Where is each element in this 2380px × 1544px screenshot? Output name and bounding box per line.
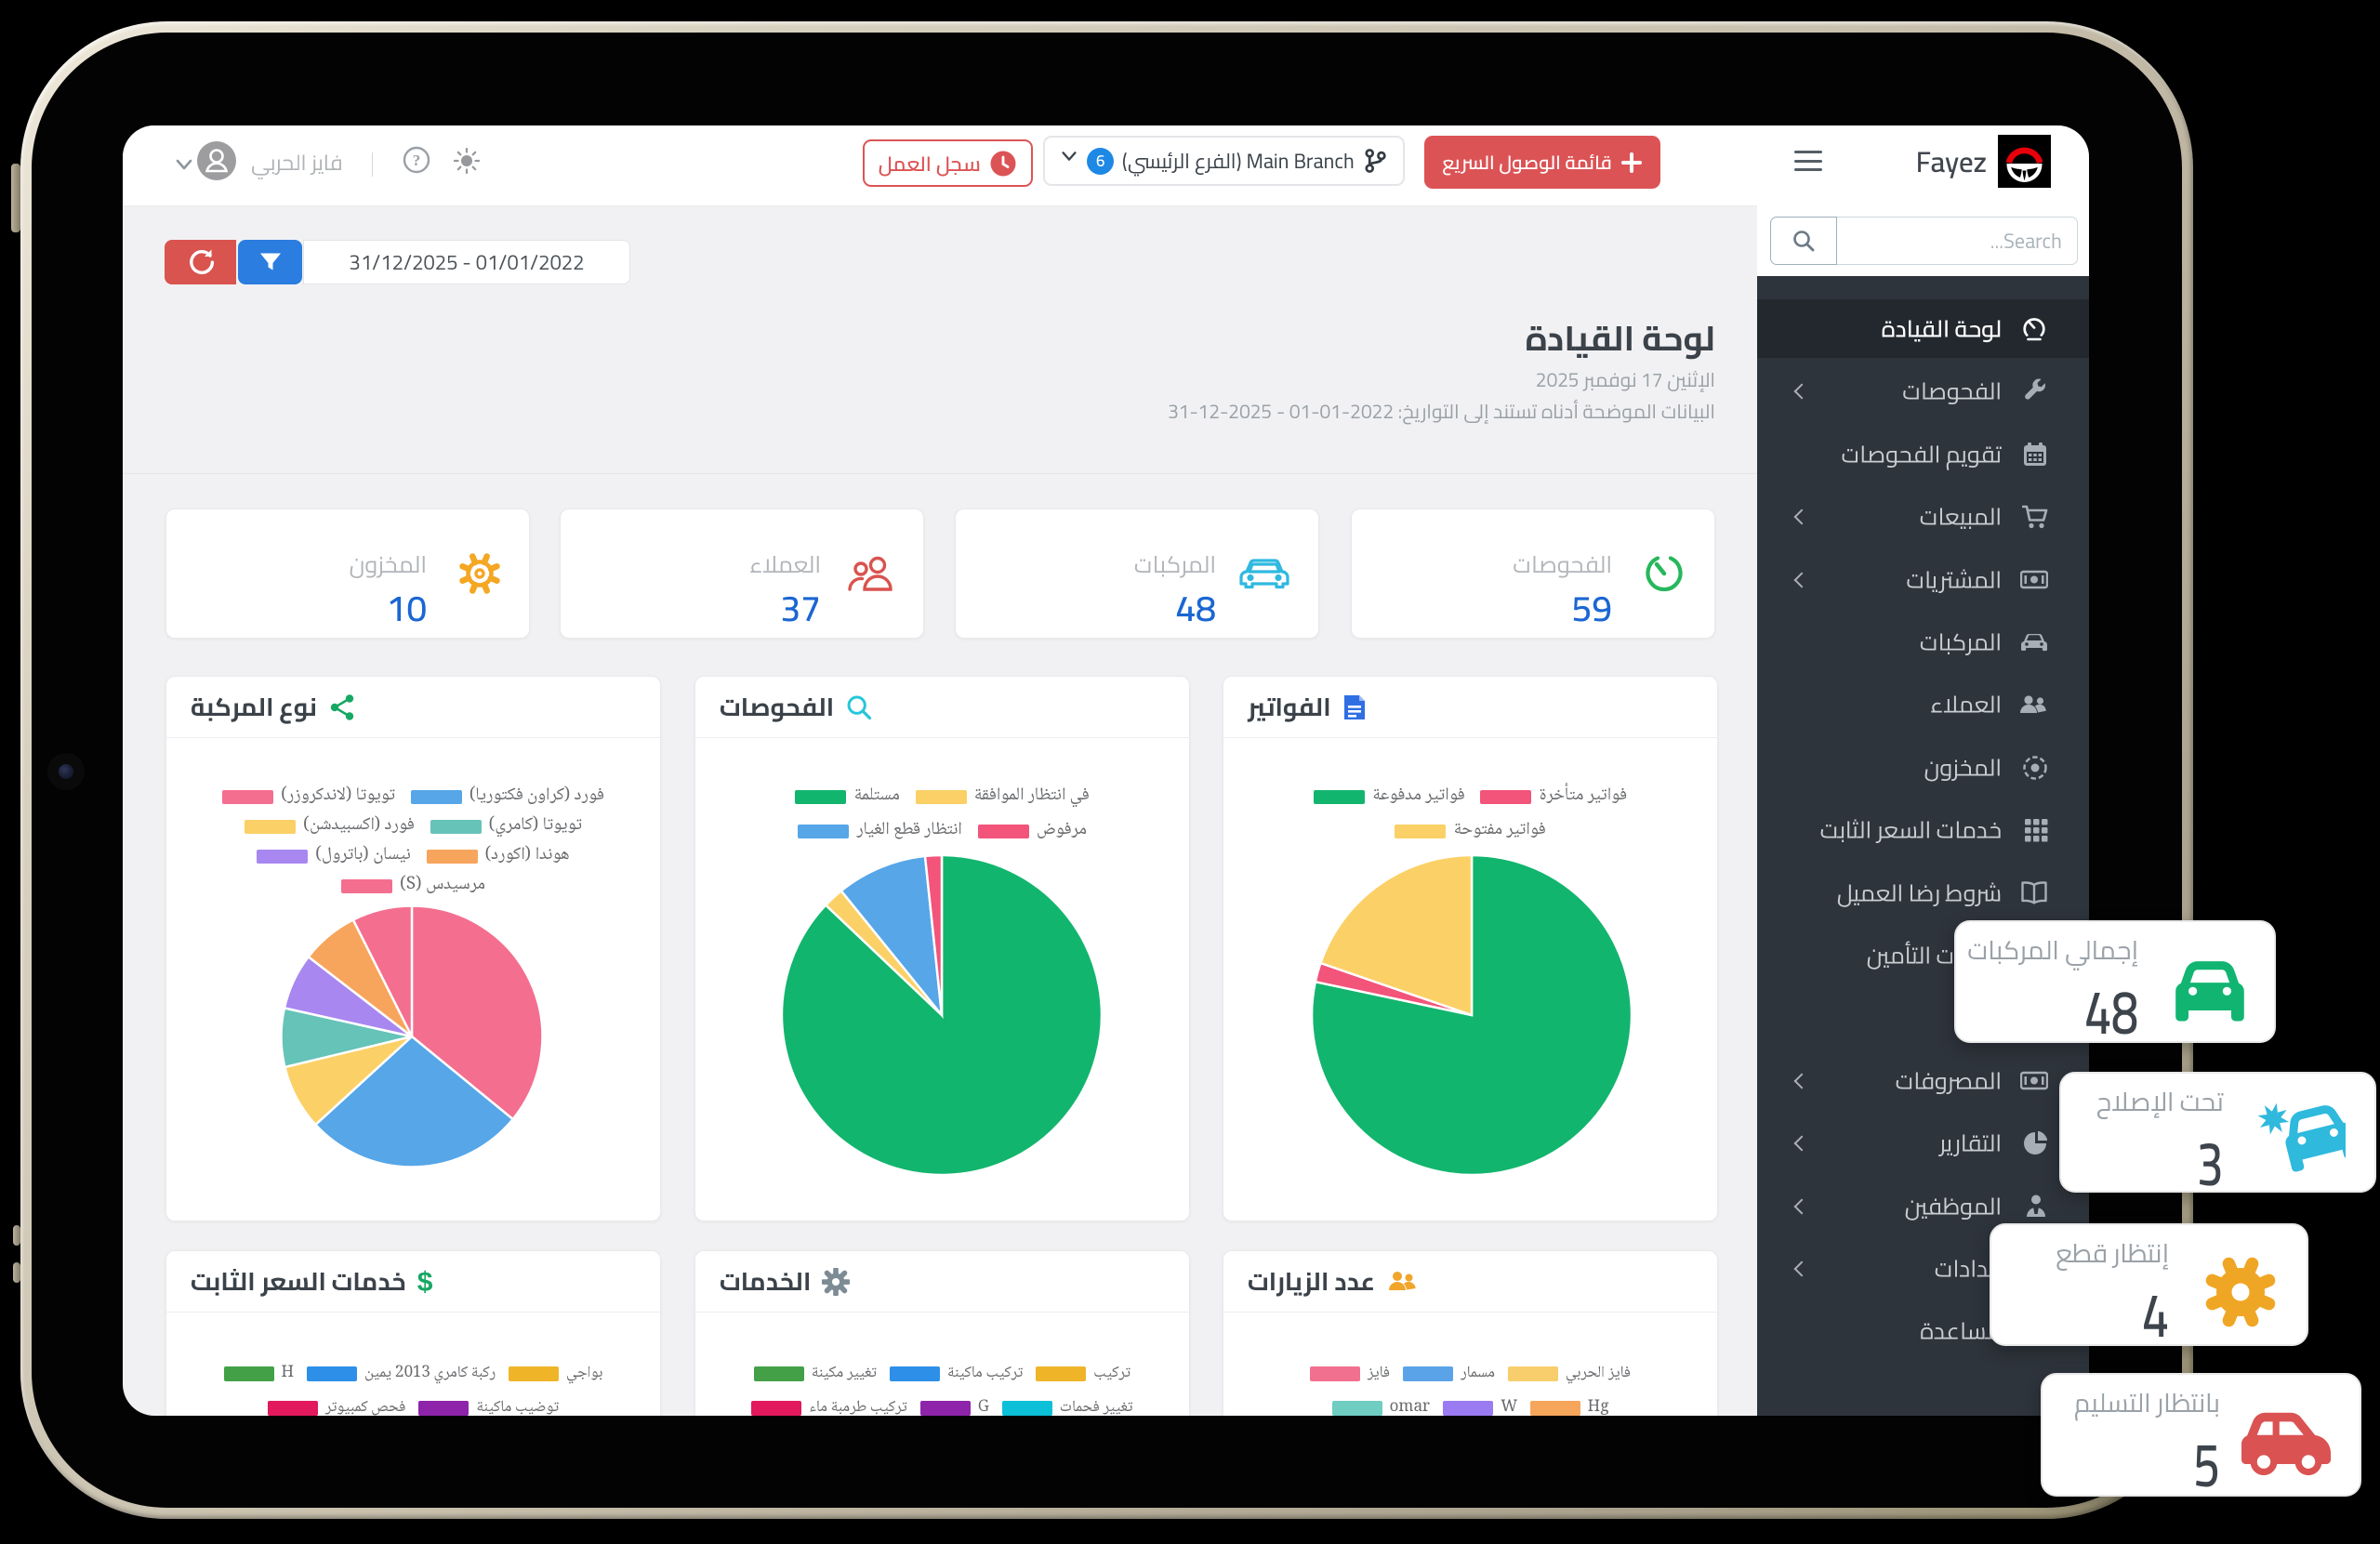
svg-text:?: ? — [413, 146, 421, 174]
